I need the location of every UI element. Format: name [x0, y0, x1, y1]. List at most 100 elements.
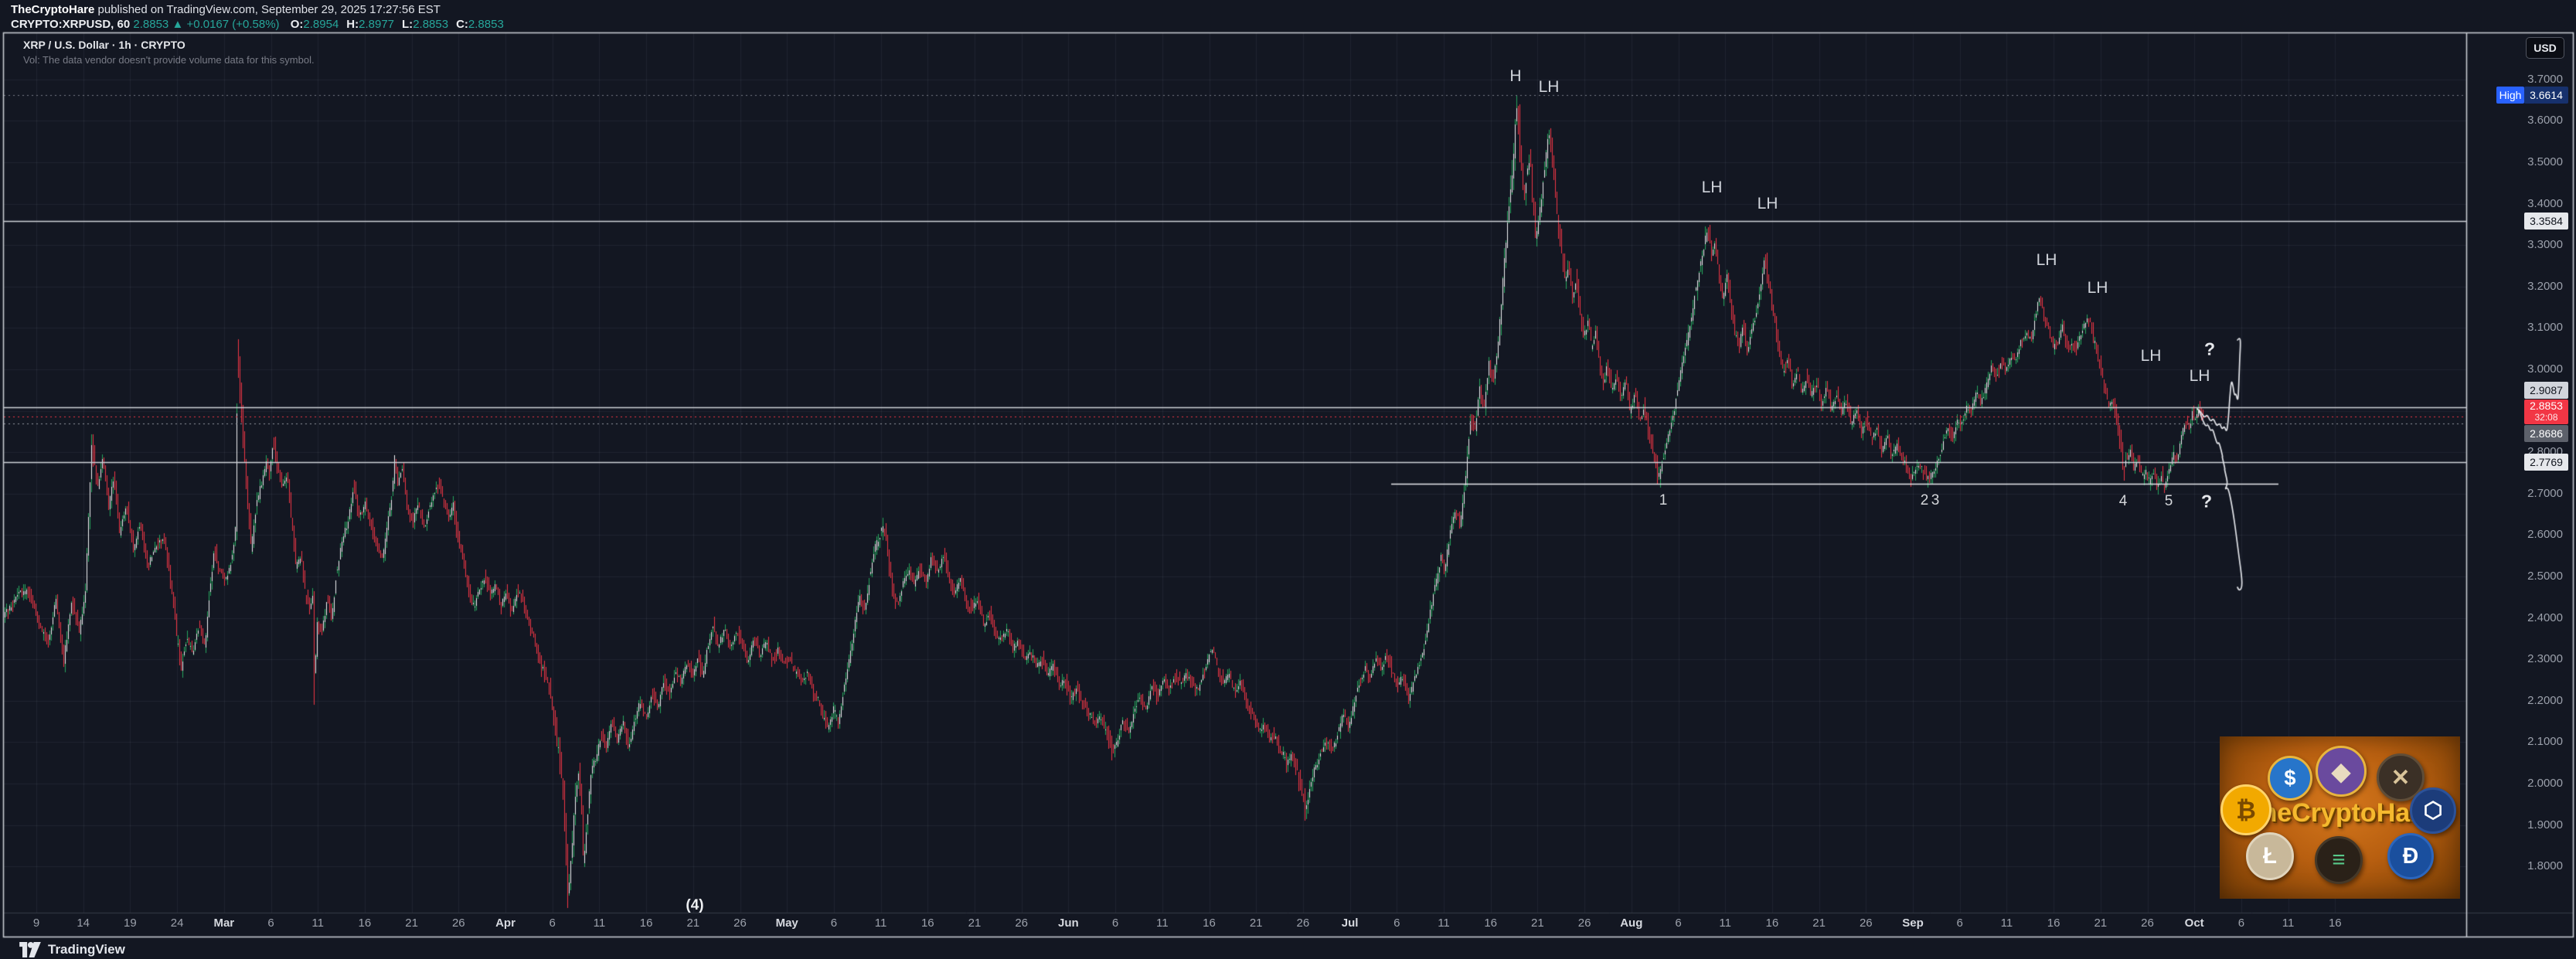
time-tick-label: 16	[2047, 916, 2060, 930]
time-tick-label: 6	[1111, 916, 1119, 930]
time-tick-label: 16	[2328, 916, 2342, 930]
time-tick-label: Oct	[2184, 916, 2204, 930]
ohlc-label: L:	[402, 18, 413, 31]
price-tick-label: 2.7000	[2527, 486, 2563, 500]
ohlc-value: 2.8954	[303, 18, 339, 31]
ohlc-value: 2.8977	[359, 18, 395, 31]
publish-suffix: published on TradingView.com, September …	[94, 3, 441, 16]
price-tick-label: 2.3000	[2527, 652, 2563, 666]
time-tick-label: Jun	[1058, 916, 1079, 930]
legend-title[interactable]: XRP / U.S. Dollar · 1h · CRYPTO	[23, 39, 185, 51]
drawing-label-LH[interactable]: LH	[2189, 367, 2210, 385]
tradingview-logo-icon	[19, 942, 41, 957]
time-tick-label: 26	[1577, 916, 1591, 930]
drawing-label-LH[interactable]: LH	[1757, 195, 1778, 213]
time-tick-label: 11	[2282, 916, 2295, 930]
time-tick-label: 11	[311, 916, 324, 930]
time-tick-label: 21	[2094, 916, 2108, 930]
price-tick-label: 3.2000	[2527, 279, 2563, 293]
time-tick-label: 6	[549, 916, 556, 930]
drawing-label-2[interactable]: 2	[1920, 492, 1929, 508]
price-tick-label: 3.1000	[2527, 321, 2563, 335]
price-badge-2.8853: 2.8853 32:08	[2524, 400, 2568, 424]
time-tick-label: Aug	[1620, 916, 1643, 930]
drawing-label-?[interactable]: ?	[2203, 338, 2216, 359]
cronos-icon: ⬡	[2410, 787, 2456, 834]
time-tick-label: 6	[267, 916, 274, 930]
time-tick-label: Mar	[213, 916, 235, 930]
drawing-label-LH[interactable]: LH	[2036, 251, 2057, 269]
price-tick-label: 2.2000	[2527, 693, 2563, 707]
time-tick-label: 21	[968, 916, 982, 930]
price-tick-label: 2.0000	[2527, 777, 2563, 790]
price-tick-label: 3.7000	[2527, 72, 2563, 86]
time-tick-label: 11	[2000, 916, 2013, 930]
time-tick-label: May	[775, 916, 798, 930]
publisher-name: TheCryptoHare	[11, 3, 95, 16]
ohlc-label: C:	[456, 18, 468, 31]
watermark-title: TheCryptoHare	[2244, 798, 2435, 828]
time-tick-label: 11	[1438, 916, 1450, 930]
price-tick-label: 3.4000	[2527, 196, 2563, 210]
time-tick-label: 16	[1203, 916, 1216, 930]
time-tick-label: 6	[830, 916, 838, 930]
time-tick-label: 11	[1719, 916, 1731, 930]
drawing-label-?[interactable]: ?	[2200, 491, 2213, 512]
time-tick-label: 21	[405, 916, 418, 930]
tradingview-logo-link[interactable]: TradingView	[19, 942, 125, 957]
drawing-label-4[interactable]: 4	[2118, 493, 2128, 509]
solana-icon: ≡	[2315, 836, 2363, 884]
price-badge-2.7769: 2.7769	[2524, 454, 2568, 471]
drawing-label-5[interactable]: 5	[2164, 493, 2173, 509]
drawing-label-LH[interactable]: LH	[1701, 179, 1723, 196]
time-tick-label: 19	[124, 916, 137, 930]
drawing-label-LH[interactable]: LH	[1538, 78, 1560, 96]
dash-icon: Ð	[2387, 833, 2434, 879]
bitcoin-icon: ₿	[2220, 784, 2271, 835]
legend-volume-note: Vol: The data vendor doesn't provide vol…	[23, 54, 315, 66]
ohlc-value: 2.8853	[413, 18, 449, 31]
time-tick-label: 16	[358, 916, 372, 930]
time-tick-label: 26	[451, 916, 465, 930]
time-tick-label: 16	[1765, 916, 1779, 930]
time-tick-label: 21	[1249, 916, 1263, 930]
price-tick-label: 2.6000	[2527, 528, 2563, 542]
drawing-label-3[interactable]: 3	[1931, 492, 1940, 508]
price-tick-label: 1.8000	[2527, 859, 2563, 873]
time-tick-label: 6	[1675, 916, 1682, 930]
time-tick-label: 9	[32, 916, 40, 930]
price-tick-label: 3.3000	[2527, 238, 2563, 252]
time-tick-label: 24	[170, 916, 184, 930]
time-tick-label: 26	[1296, 916, 1310, 930]
currency-unit-button[interactable]: USD	[2526, 37, 2564, 59]
price-badge-2.9087: 2.9087	[2524, 382, 2568, 399]
time-tick-label: 6	[2237, 916, 2245, 930]
time-tick-label: 16	[1484, 916, 1498, 930]
time-tick-label: 26	[1015, 916, 1029, 930]
drawing-label-LH[interactable]: LH	[2087, 279, 2108, 297]
chart-legend[interactable]: XRP / U.S. Dollar · 1h · CRYPTO Vol: The…	[23, 39, 315, 66]
ohlc-value: 2.8853	[468, 18, 504, 31]
time-tick-label: 26	[2141, 916, 2154, 930]
time-tick-label: Sep	[1902, 916, 1924, 930]
price-badge-3.6614: 3.6614	[2524, 87, 2568, 104]
price-tick-label: 2.1000	[2527, 735, 2563, 749]
price-tick-label: 3.6000	[2527, 114, 2563, 128]
drawing-label-H[interactable]: H	[1509, 67, 1522, 85]
drawing-label-LH[interactable]: LH	[2140, 347, 2162, 365]
drawing-label-1[interactable]: 1	[1659, 492, 1668, 508]
usdc-icon: $	[2268, 756, 2312, 801]
time-tick-label: 26	[733, 916, 747, 930]
ohlc-values: O:2.8954 H:2.8977 L:2.8853 C:2.8853	[283, 18, 504, 31]
tradingview-logo-text: TradingView	[48, 942, 125, 957]
time-tick-label: 11	[874, 916, 887, 930]
drawing-label-(4)[interactable]: (4)	[686, 897, 704, 913]
price-tick-label: 2.4000	[2527, 610, 2563, 624]
symbol-interval: CRYPTO:XRPUSD, 60	[11, 18, 131, 31]
price-change: ▲ +0.0167 (+0.58%)	[172, 18, 280, 31]
time-tick-label: 26	[1859, 916, 1873, 930]
ethereum-icon: ◆	[2316, 746, 2367, 797]
time-tick-label: 11	[1156, 916, 1169, 930]
